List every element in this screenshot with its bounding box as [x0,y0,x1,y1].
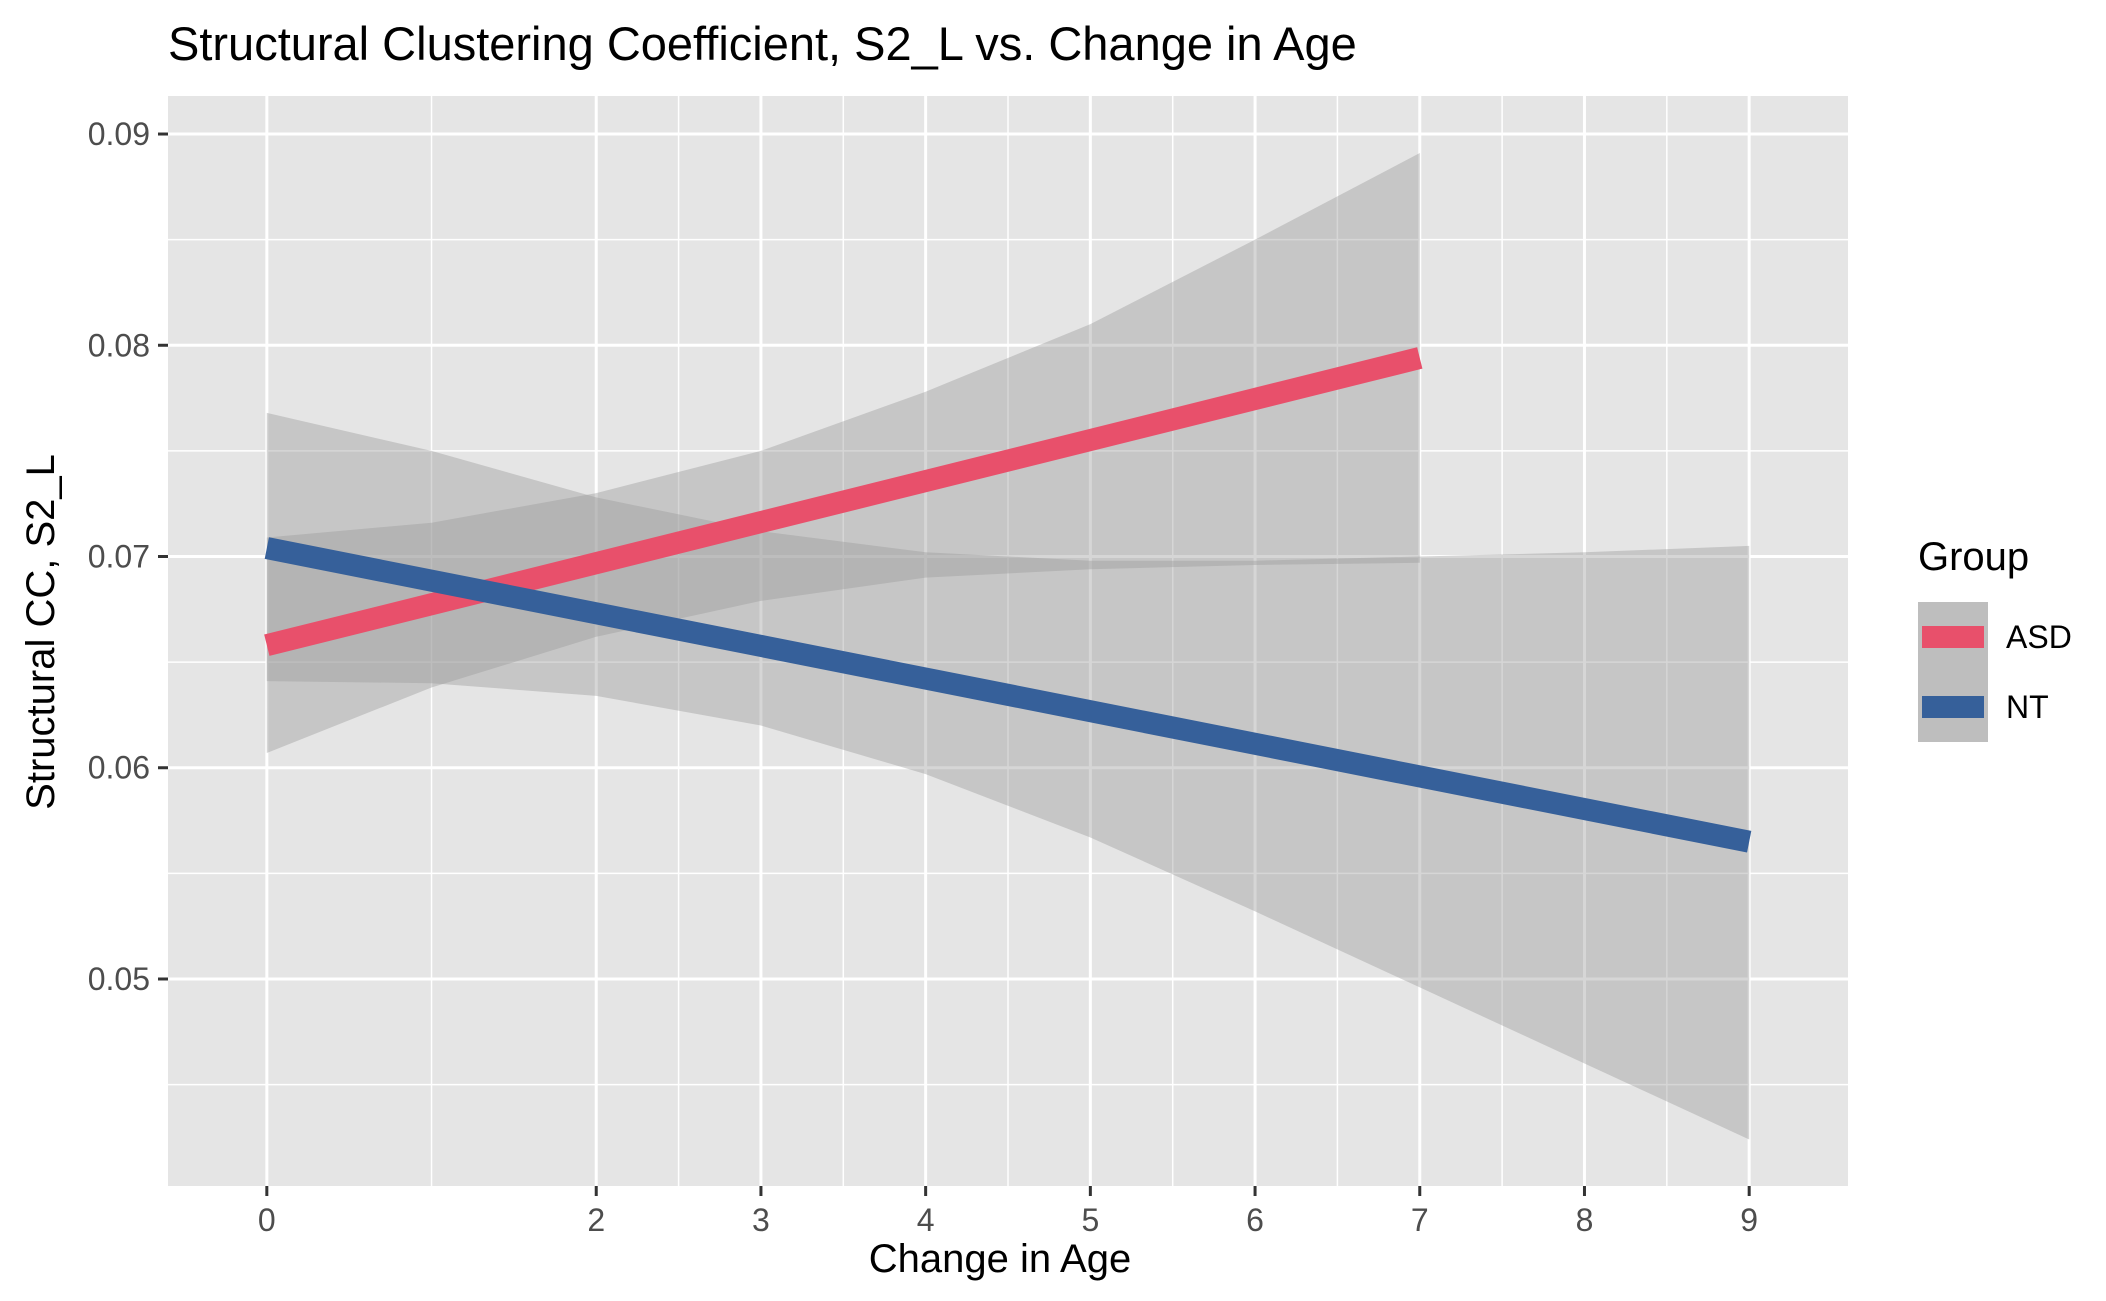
x-tick-label: 3 [752,1202,770,1238]
legend-title: Group [1918,535,2029,579]
confidence-band-nt [266,412,1750,1140]
plot-area: 0.05 0.06 0.07 0.08 0.09 0 2 3 4 5 6 7 8 9 [88,96,1848,1238]
x-axis-title: Change in Age [869,1237,1131,1281]
line-asd [264,347,1423,656]
legend: Group ASD NT [1918,535,2072,742]
x-tick-label: 9 [1740,1202,1758,1238]
y-tick-label: 0.06 [88,750,150,786]
chart-title: Structural Clustering Coefficient, S2_L … [168,17,1357,70]
legend-label-nt: NT [2006,689,2049,725]
x-tick-label: 7 [1411,1202,1429,1238]
y-tick-label: 0.09 [88,116,150,152]
y-tick-label: 0.05 [88,961,150,997]
x-tick-label: 0 [258,1202,276,1238]
y-axis-title: Structural CC, S2_L [19,454,63,810]
x-tick-label: 6 [1246,1202,1264,1238]
y-tick-label: 0.07 [88,539,150,575]
legend-label-asd: ASD [2006,619,2072,655]
x-tick-label: 8 [1576,1202,1594,1238]
y-tick-label: 0.08 [88,327,150,363]
x-tick-label: 5 [1081,1202,1099,1238]
x-tick-label: 4 [917,1202,935,1238]
line-nt [264,537,1752,853]
x-tick-label: 2 [587,1202,605,1238]
